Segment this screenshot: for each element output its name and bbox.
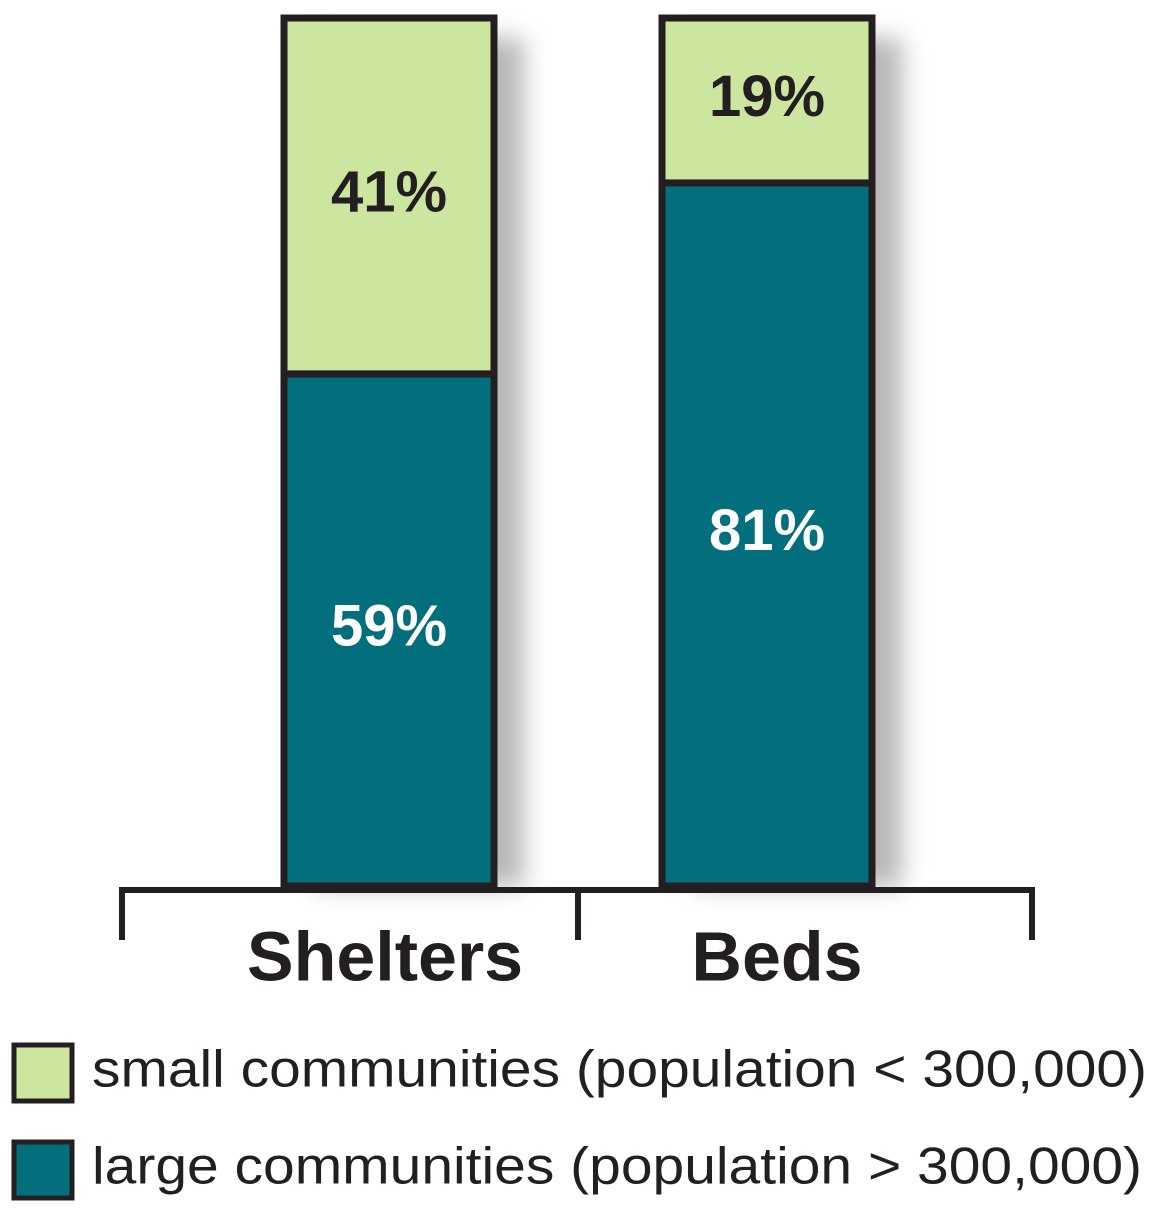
bar-segment [658, 14, 876, 187]
x-tick-label: Shelters [247, 917, 523, 995]
value-label: 59% [331, 593, 447, 658]
legend-swatch [11, 1139, 75, 1201]
bar-segment [280, 370, 498, 890]
legend-label: large communities (population > 300,000) [92, 1138, 1142, 1196]
category-bracket [119, 887, 1035, 940]
bar-segment [658, 179, 876, 890]
legend-swatch [11, 1042, 75, 1104]
value-label: 19% [709, 64, 825, 129]
value-label: 81% [709, 498, 825, 563]
value-label: 41% [331, 159, 447, 224]
legend-label: small communities (population < 300,000) [92, 1041, 1147, 1099]
bar-segment [280, 14, 498, 378]
x-tick-label: Beds [691, 917, 862, 995]
